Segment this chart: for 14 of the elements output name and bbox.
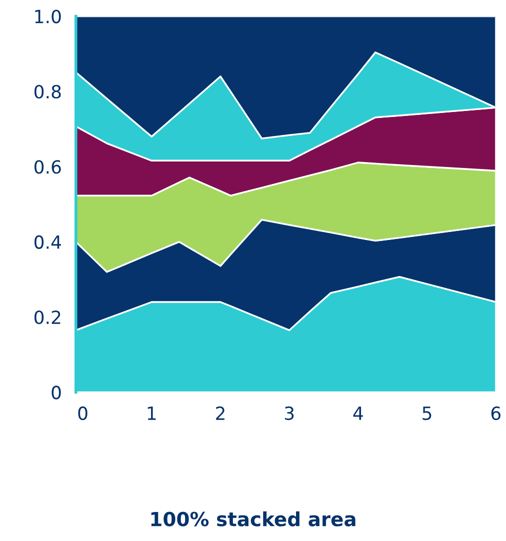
y-tick-label: 0.8: [34, 84, 61, 99]
x-tick-label: 0: [78, 406, 88, 420]
y-tick-label: 0.2: [34, 310, 60, 324]
text: 100% stacked area: [151, 511, 356, 526]
x-tick-label: 1: [148, 406, 156, 420]
x-tick-label: 4: [353, 406, 363, 420]
x-tick-label: 5: [422, 406, 432, 420]
y-tick-label: 0.6: [34, 160, 61, 174]
x-tick-label: 2: [216, 406, 224, 420]
y-tick-label: 1.0: [35, 10, 61, 24]
x-tick-label: 3: [284, 406, 294, 420]
y-tick-label: 0: [52, 386, 61, 400]
x-tick-label: 6: [491, 406, 500, 420]
y-tick-label: 0.4: [34, 235, 61, 249]
